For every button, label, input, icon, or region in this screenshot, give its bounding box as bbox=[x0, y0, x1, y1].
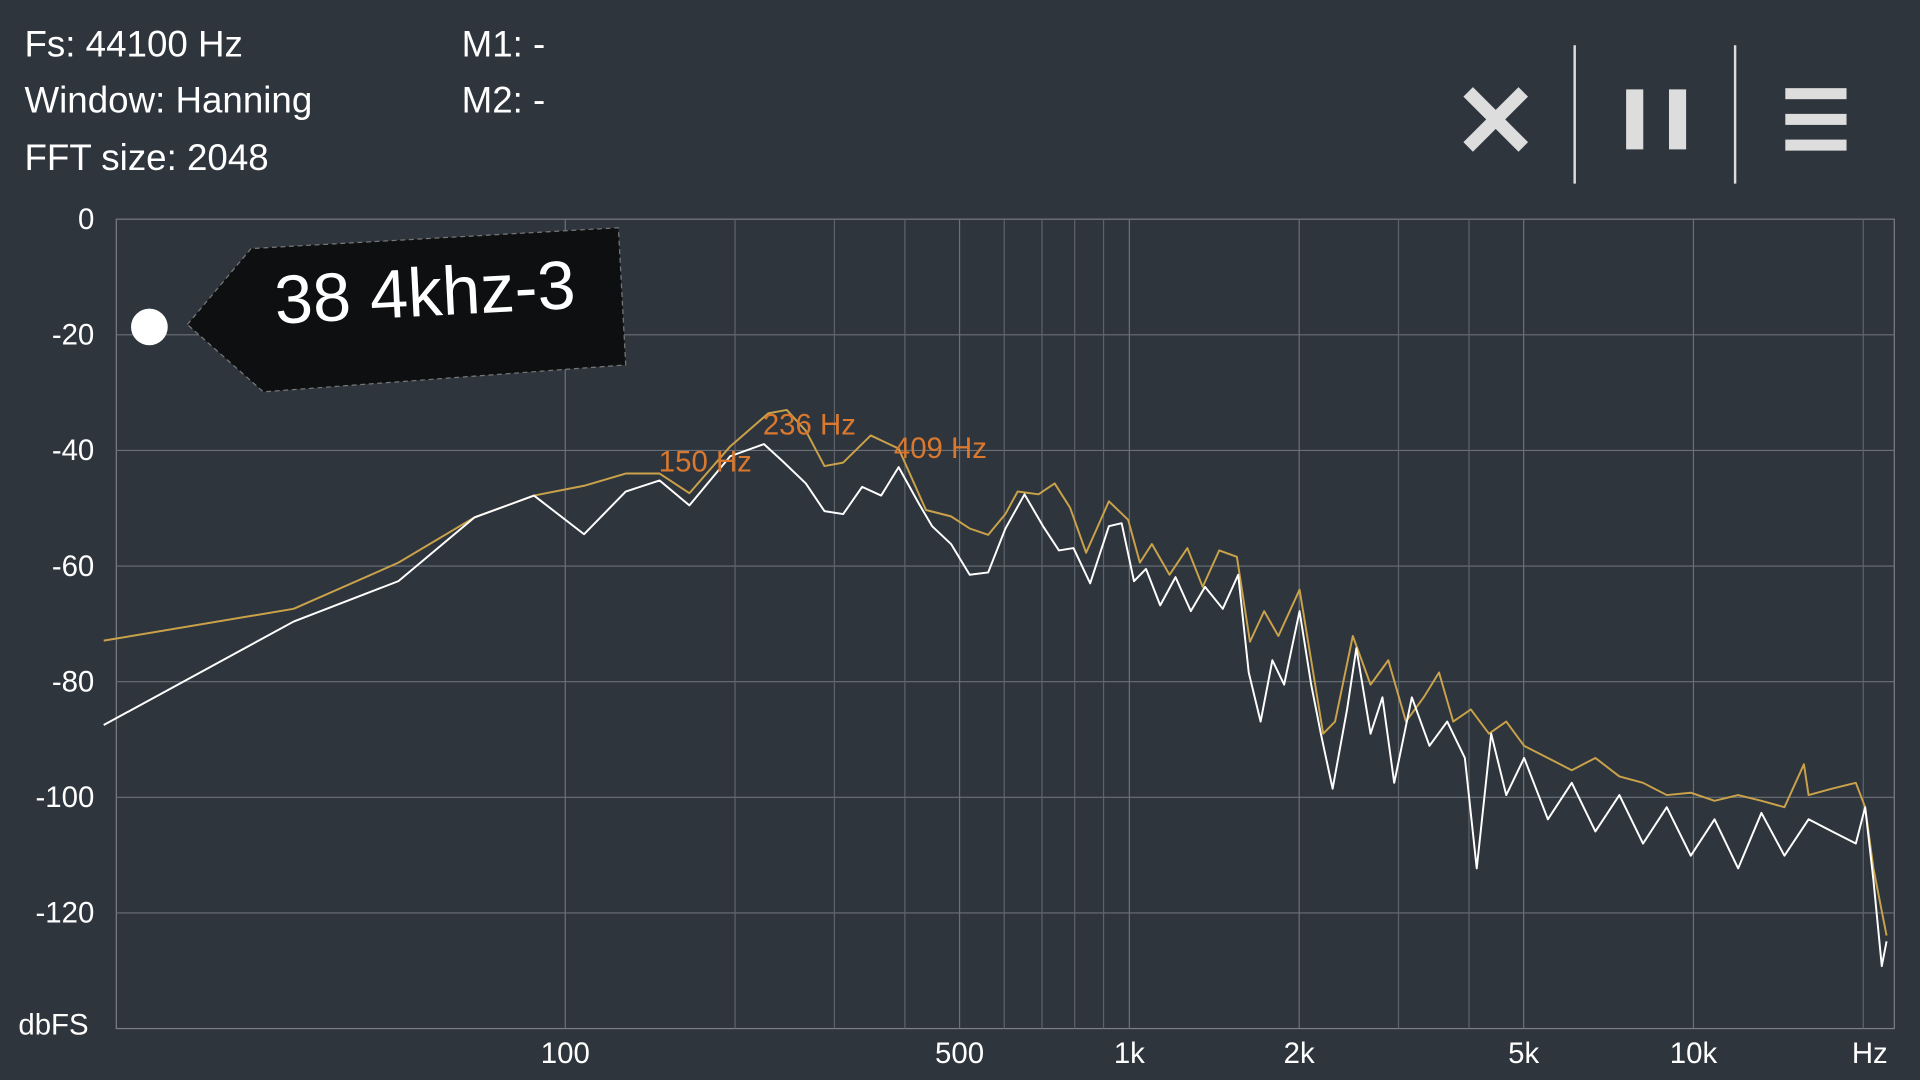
fft-label: FFT size: 2048 bbox=[24, 137, 268, 178]
x-tick-label: 10k bbox=[1670, 1037, 1718, 1070]
y-tick-label: -40 bbox=[52, 434, 94, 467]
y-tick-label: 0 bbox=[78, 203, 94, 236]
m1-label: M1: - bbox=[462, 23, 546, 64]
window-label: Window: Hanning bbox=[24, 80, 312, 121]
fs-label: Fs: 44100 Hz bbox=[24, 23, 242, 64]
x-tick-label: 1k bbox=[1114, 1037, 1145, 1070]
peak-annotation: 409 Hz bbox=[894, 432, 987, 465]
m2-label: M2: - bbox=[462, 80, 546, 121]
y-axis-label: dbFS bbox=[18, 1009, 88, 1042]
y-tick-label: -80 bbox=[52, 665, 94, 698]
x-tick-label: 5k bbox=[1508, 1037, 1539, 1070]
close-button[interactable] bbox=[1463, 87, 1529, 152]
pause-button[interactable] bbox=[1626, 89, 1687, 150]
y-tick-label: -100 bbox=[35, 781, 94, 814]
x-axis-unit: Hz bbox=[1852, 1037, 1888, 1070]
peak-annotation: 236 Hz bbox=[763, 409, 856, 442]
x-tick-label: 500 bbox=[935, 1037, 984, 1070]
marker-tag[interactable]: 38 4khz-3 bbox=[131, 227, 627, 393]
y-tick-label: -60 bbox=[52, 550, 94, 583]
y-tick-label: -20 bbox=[52, 319, 94, 352]
peak-annotation: 150 Hz bbox=[659, 445, 752, 478]
spectrum-line bbox=[103, 443, 1888, 968]
tag-label: 38 4khz-3 bbox=[273, 246, 578, 339]
x-tick-label: 100 bbox=[541, 1037, 590, 1070]
x-tick-label: 2k bbox=[1284, 1037, 1315, 1070]
spectrum-line bbox=[103, 408, 1888, 936]
y-tick-label: -120 bbox=[35, 897, 94, 930]
plot: 0 -20 -40 -60 -80 -100 -120 100 500 1k 2k 5k 10k dbFS… bbox=[18, 203, 1895, 1070]
menu-button[interactable] bbox=[1785, 88, 1847, 151]
